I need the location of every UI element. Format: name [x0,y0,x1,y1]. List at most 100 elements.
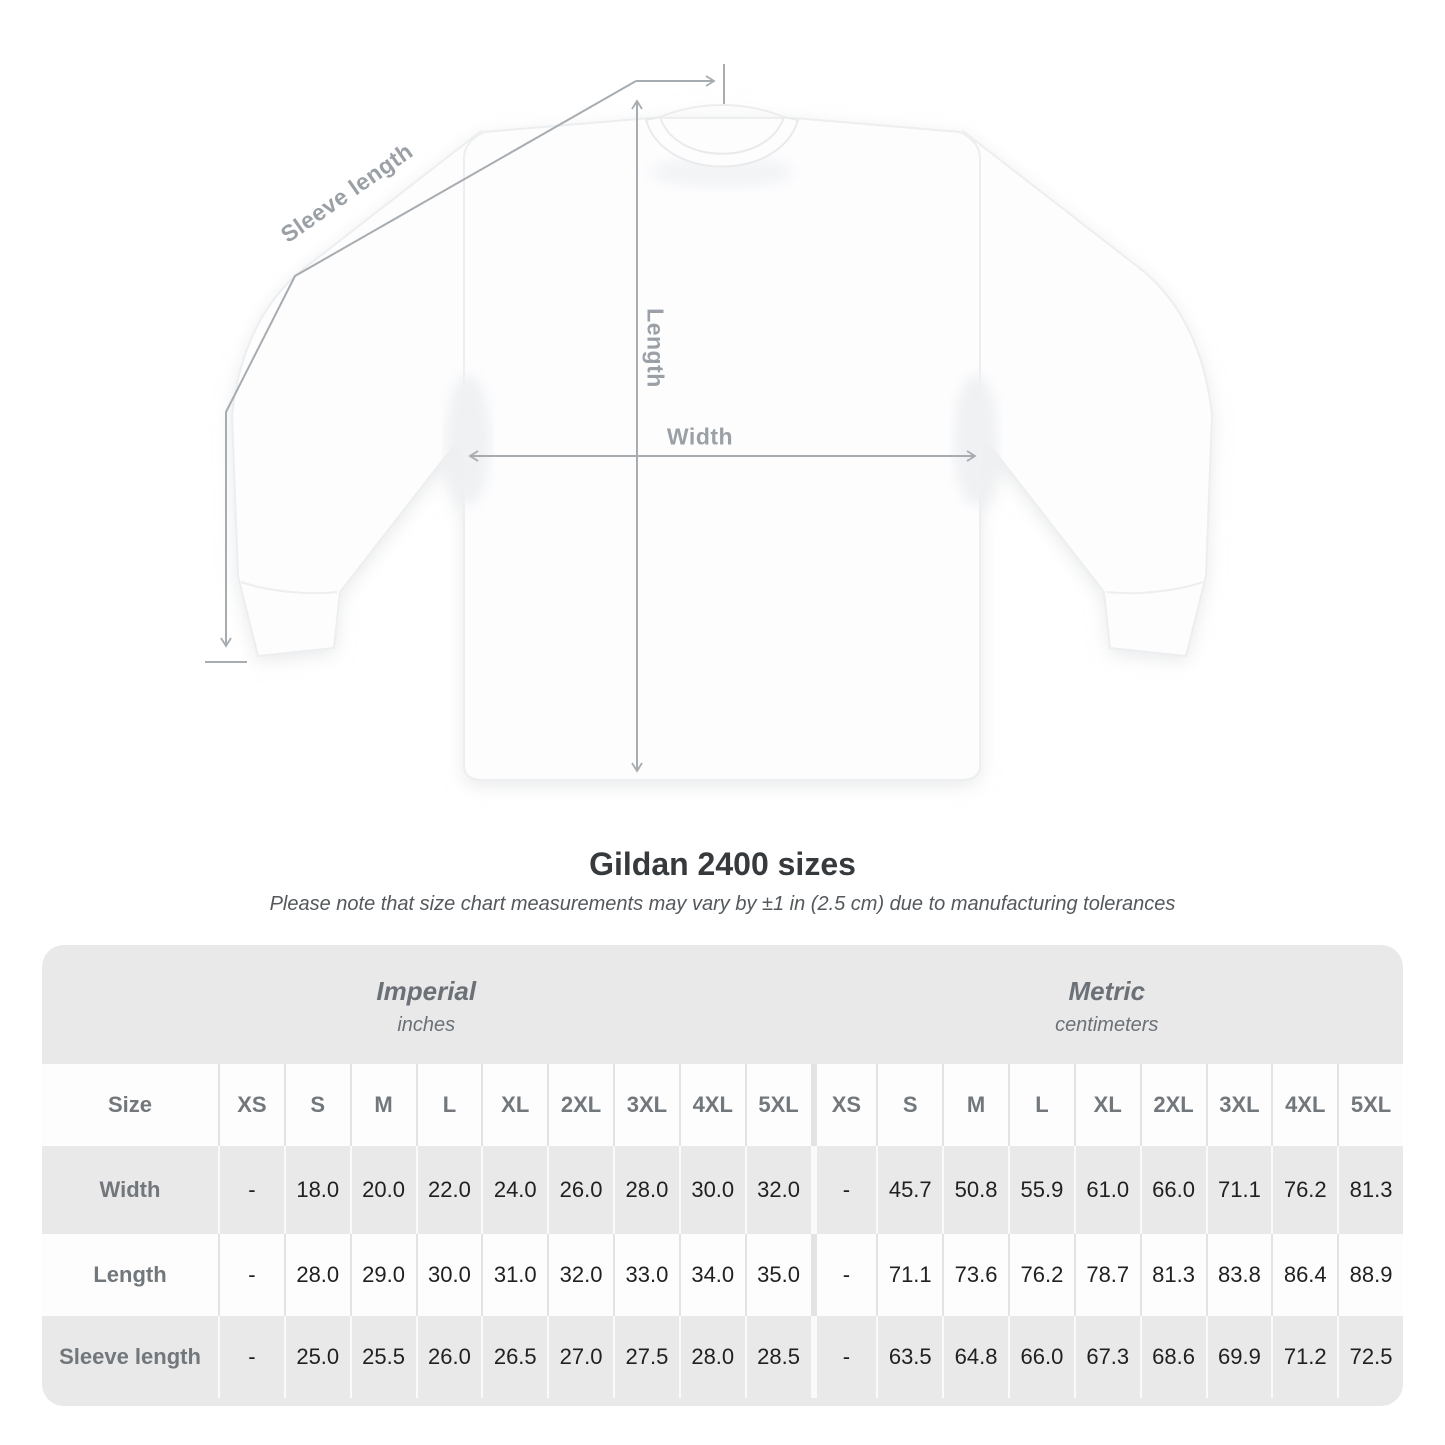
collar-path [644,115,800,168]
size-header-cell: XL [1073,1064,1140,1146]
value-cell: 28.0 [283,1234,350,1316]
size-header-cell: S [283,1064,350,1146]
value-cell: 76.2 [1271,1146,1337,1234]
value-cell: 22.0 [415,1146,482,1234]
size-header-cell: 5XL [744,1064,811,1146]
value-cell: 25.0 [283,1316,350,1398]
value-cell: 71.1 [1205,1146,1272,1234]
imperial-label: Imperial [376,976,477,1006]
value-cell: 34.0 [678,1234,745,1316]
value-cell: 28.0 [678,1316,745,1398]
size-header-cell: XS [810,1064,877,1146]
value-cell: 78.7 [1073,1234,1140,1316]
size-header-row: Size XS S M L XL 2XL 3XL 4XL 5XL XS S M … [42,1064,1403,1146]
value-cell: 45.7 [876,1146,942,1234]
left-sleeve-path [230,128,483,658]
imperial-unit-label: inches [397,1014,456,1036]
page-title: Gildan 2400 sizes [589,846,856,882]
value-cell: 25.5 [349,1316,416,1398]
value-cell: 27.5 [613,1316,679,1398]
value-cell: 64.8 [942,1316,1008,1398]
value-cell: 55.9 [1008,1146,1074,1234]
shirt-illustration [205,64,1214,781]
value-cell: 81.3 [1139,1234,1206,1316]
value-cell: 20.0 [349,1146,416,1234]
value-cell: 27.0 [547,1316,613,1398]
shirt-diagram: Sleeve length Length Width [205,64,1214,781]
value-cell: 50.8 [942,1146,1008,1234]
left-cuff-seam [240,581,338,595]
back-collar-line [659,104,785,118]
size-header-cell: 4XL [678,1064,745,1146]
value-cell: 30.0 [415,1234,482,1316]
right-armpit-shade [954,374,998,506]
size-header-cell: 3XL [613,1064,679,1146]
value-cell: 24.0 [481,1146,547,1234]
metric-group-header: Metric centimeters [811,945,1404,1064]
value-cell: 28.5 [744,1316,811,1398]
size-header-cell: 2XL [1139,1064,1206,1146]
value-cell: 66.0 [1139,1146,1206,1234]
value-cell: - [810,1234,877,1316]
size-header-cell: L [415,1064,482,1146]
right-cuff-seam [1106,581,1204,595]
value-cell: 18.0 [283,1146,350,1234]
width-row: Width - 18.0 20.0 22.0 24.0 26.0 28.0 30… [42,1146,1403,1234]
imperial-group-header: Imperial inches [42,945,811,1064]
value-cell: 32.0 [547,1234,613,1316]
size-header-cell: M [349,1064,416,1146]
sleeve-length-line [220,80,637,648]
value-cell: 81.3 [1337,1146,1403,1234]
unit-group-row: Imperial inches Metric centimeters [42,945,1403,1064]
value-cell: 71.2 [1271,1316,1337,1398]
value-cell: - [218,1234,284,1316]
row-label: Length [93,1262,167,1287]
value-cell: 72.5 [1337,1316,1403,1398]
size-column-header: Size [107,1092,153,1117]
measurement-lines [205,64,977,773]
value-cell: 66.0 [1008,1316,1074,1398]
collar-shade [650,156,794,188]
value-cell: - [810,1146,877,1234]
length-measure-label: Length [642,308,669,388]
value-cell: - [218,1146,284,1234]
value-cell: 76.2 [1008,1234,1074,1316]
metric-label: Metric [1068,976,1146,1006]
tolerance-note: Please note that size chart measurements… [269,893,1176,915]
value-cell: 26.0 [547,1146,613,1234]
value-cell: 33.0 [613,1234,679,1316]
sleeve-length-row: Sleeve length - 25.0 25.5 26.0 26.5 27.0… [42,1316,1403,1398]
value-cell: 29.0 [349,1234,416,1316]
shirt-shape [230,104,1214,781]
size-header-cell: XS [218,1064,284,1146]
size-header-cell: 3XL [1205,1064,1272,1146]
size-header-cell: M [942,1064,1008,1146]
value-cell: 26.5 [481,1316,547,1398]
value-cell: 71.1 [876,1234,942,1316]
length-row: Length - 28.0 29.0 30.0 31.0 32.0 33.0 3… [42,1234,1403,1316]
value-cell: 31.0 [481,1234,547,1316]
row-label: Width [99,1177,161,1202]
size-header-cell: XL [481,1064,547,1146]
value-cell: - [810,1316,877,1398]
value-cell: 63.5 [876,1316,942,1398]
value-cell: 35.0 [744,1234,811,1316]
value-cell: 32.0 [744,1146,811,1234]
width-measure-label: Width [666,423,734,450]
value-cell: 83.8 [1205,1234,1272,1316]
value-cell: 28.0 [613,1146,679,1234]
size-header-cell: 5XL [1337,1064,1403,1146]
metric-unit-label: centimeters [1055,1014,1159,1036]
value-cell: 69.9 [1205,1316,1272,1398]
size-header-cell: L [1008,1064,1074,1146]
right-sleeve-path [961,128,1214,658]
size-header-cell: S [876,1064,942,1146]
value-cell: 88.9 [1337,1234,1403,1316]
size-table: Imperial inches Metric centimeters Size … [42,945,1403,1406]
value-cell: 30.0 [678,1146,745,1234]
value-cell: 86.4 [1271,1234,1337,1316]
value-cell: 61.0 [1073,1146,1140,1234]
value-cell: 26.0 [415,1316,482,1398]
left-armpit-shade [446,374,490,506]
value-cell: 68.6 [1139,1316,1206,1398]
